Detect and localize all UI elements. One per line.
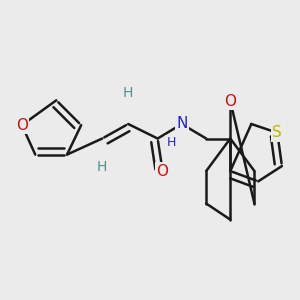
Text: S: S — [272, 125, 282, 140]
Text: O: O — [16, 118, 28, 133]
Text: O: O — [157, 164, 169, 178]
Text: N: N — [176, 116, 188, 131]
Text: H: H — [123, 86, 134, 100]
Text: H: H — [96, 160, 106, 174]
Text: H: H — [166, 136, 176, 149]
Text: O: O — [224, 94, 236, 109]
